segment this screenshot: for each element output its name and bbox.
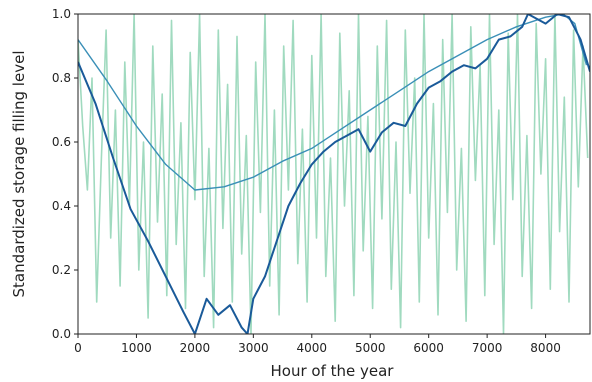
axes: 0 1000 2000 3000 4000 5000 6000 7000 8000 0.0 0.2 0… [52,7,591,355]
x-tick-label-3000: 3000 [238,341,269,355]
x-tick-label-6000: 6000 [413,341,444,355]
x-tick-label-8000: 8000 [530,341,561,355]
y-tick-label-1: 0.2 [52,263,71,277]
x-tick-label-7000: 7000 [472,341,503,355]
y-tick-label-3: 0.6 [52,135,71,149]
plot-area [78,14,590,334]
y-tick-label-0: 0.0 [52,327,71,341]
y-tick-label-4: 0.8 [52,71,71,85]
x-tick-label-1000: 1000 [121,341,152,355]
x-tick-label-5000: 5000 [355,341,386,355]
x-axis-label: Hour of the year [271,362,395,380]
series-line-1 [78,14,589,334]
y-tick-label-2: 0.4 [52,199,71,213]
x-tick-label-2000: 2000 [180,341,211,355]
series-line-3 [78,14,590,334]
axes-frame [77,13,591,335]
y-tick-label-5: 1.0 [52,7,71,21]
x-tick-label-4000: 4000 [297,341,328,355]
x-tick-label-0: 0 [74,341,82,355]
series-line-2 [78,14,588,191]
y-axis-label: Standardized storage filling level [10,51,28,298]
